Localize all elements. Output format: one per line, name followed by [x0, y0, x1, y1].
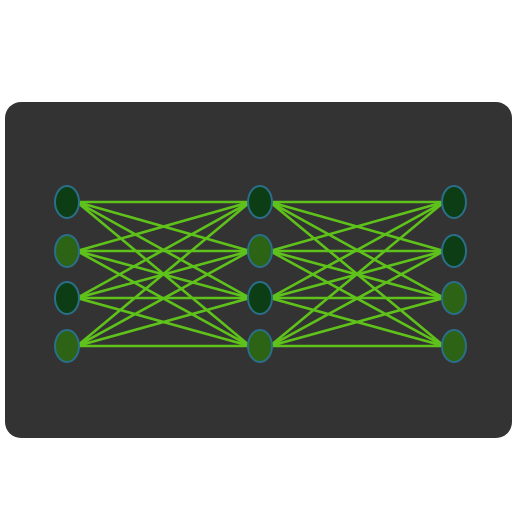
hidden-node-2 [247, 234, 273, 268]
edge-input-3-hidden-2 [75, 296, 252, 348]
input-node-3 [54, 281, 80, 315]
input-node-1 [54, 185, 80, 219]
output-node-2 [441, 234, 467, 268]
edge-hidden-3-output-1 [268, 249, 446, 348]
hidden-node-3 [247, 281, 273, 315]
hidden-node-4 [247, 329, 273, 363]
input-node-4 [54, 329, 80, 363]
edge-input-3-hidden-0 [75, 200, 252, 348]
edge-input-3-hidden-1 [75, 249, 252, 348]
edge-input-2-hidden-0 [75, 200, 252, 300]
edge-hidden-3-output-2 [268, 296, 446, 348]
edge-hidden-2-output-0 [268, 200, 446, 300]
output-node-4 [441, 329, 467, 363]
network-panel [5, 102, 512, 438]
hidden-node-1 [247, 185, 273, 219]
nodes-group [54, 185, 467, 363]
edge-hidden-1-output-0 [268, 200, 446, 253]
output-node-3 [441, 281, 467, 315]
input-node-2 [54, 234, 80, 268]
edge-input-1-hidden-0 [75, 200, 252, 253]
edges-group [75, 200, 446, 348]
output-node-1 [441, 185, 467, 219]
edge-hidden-3-output-0 [268, 200, 446, 348]
